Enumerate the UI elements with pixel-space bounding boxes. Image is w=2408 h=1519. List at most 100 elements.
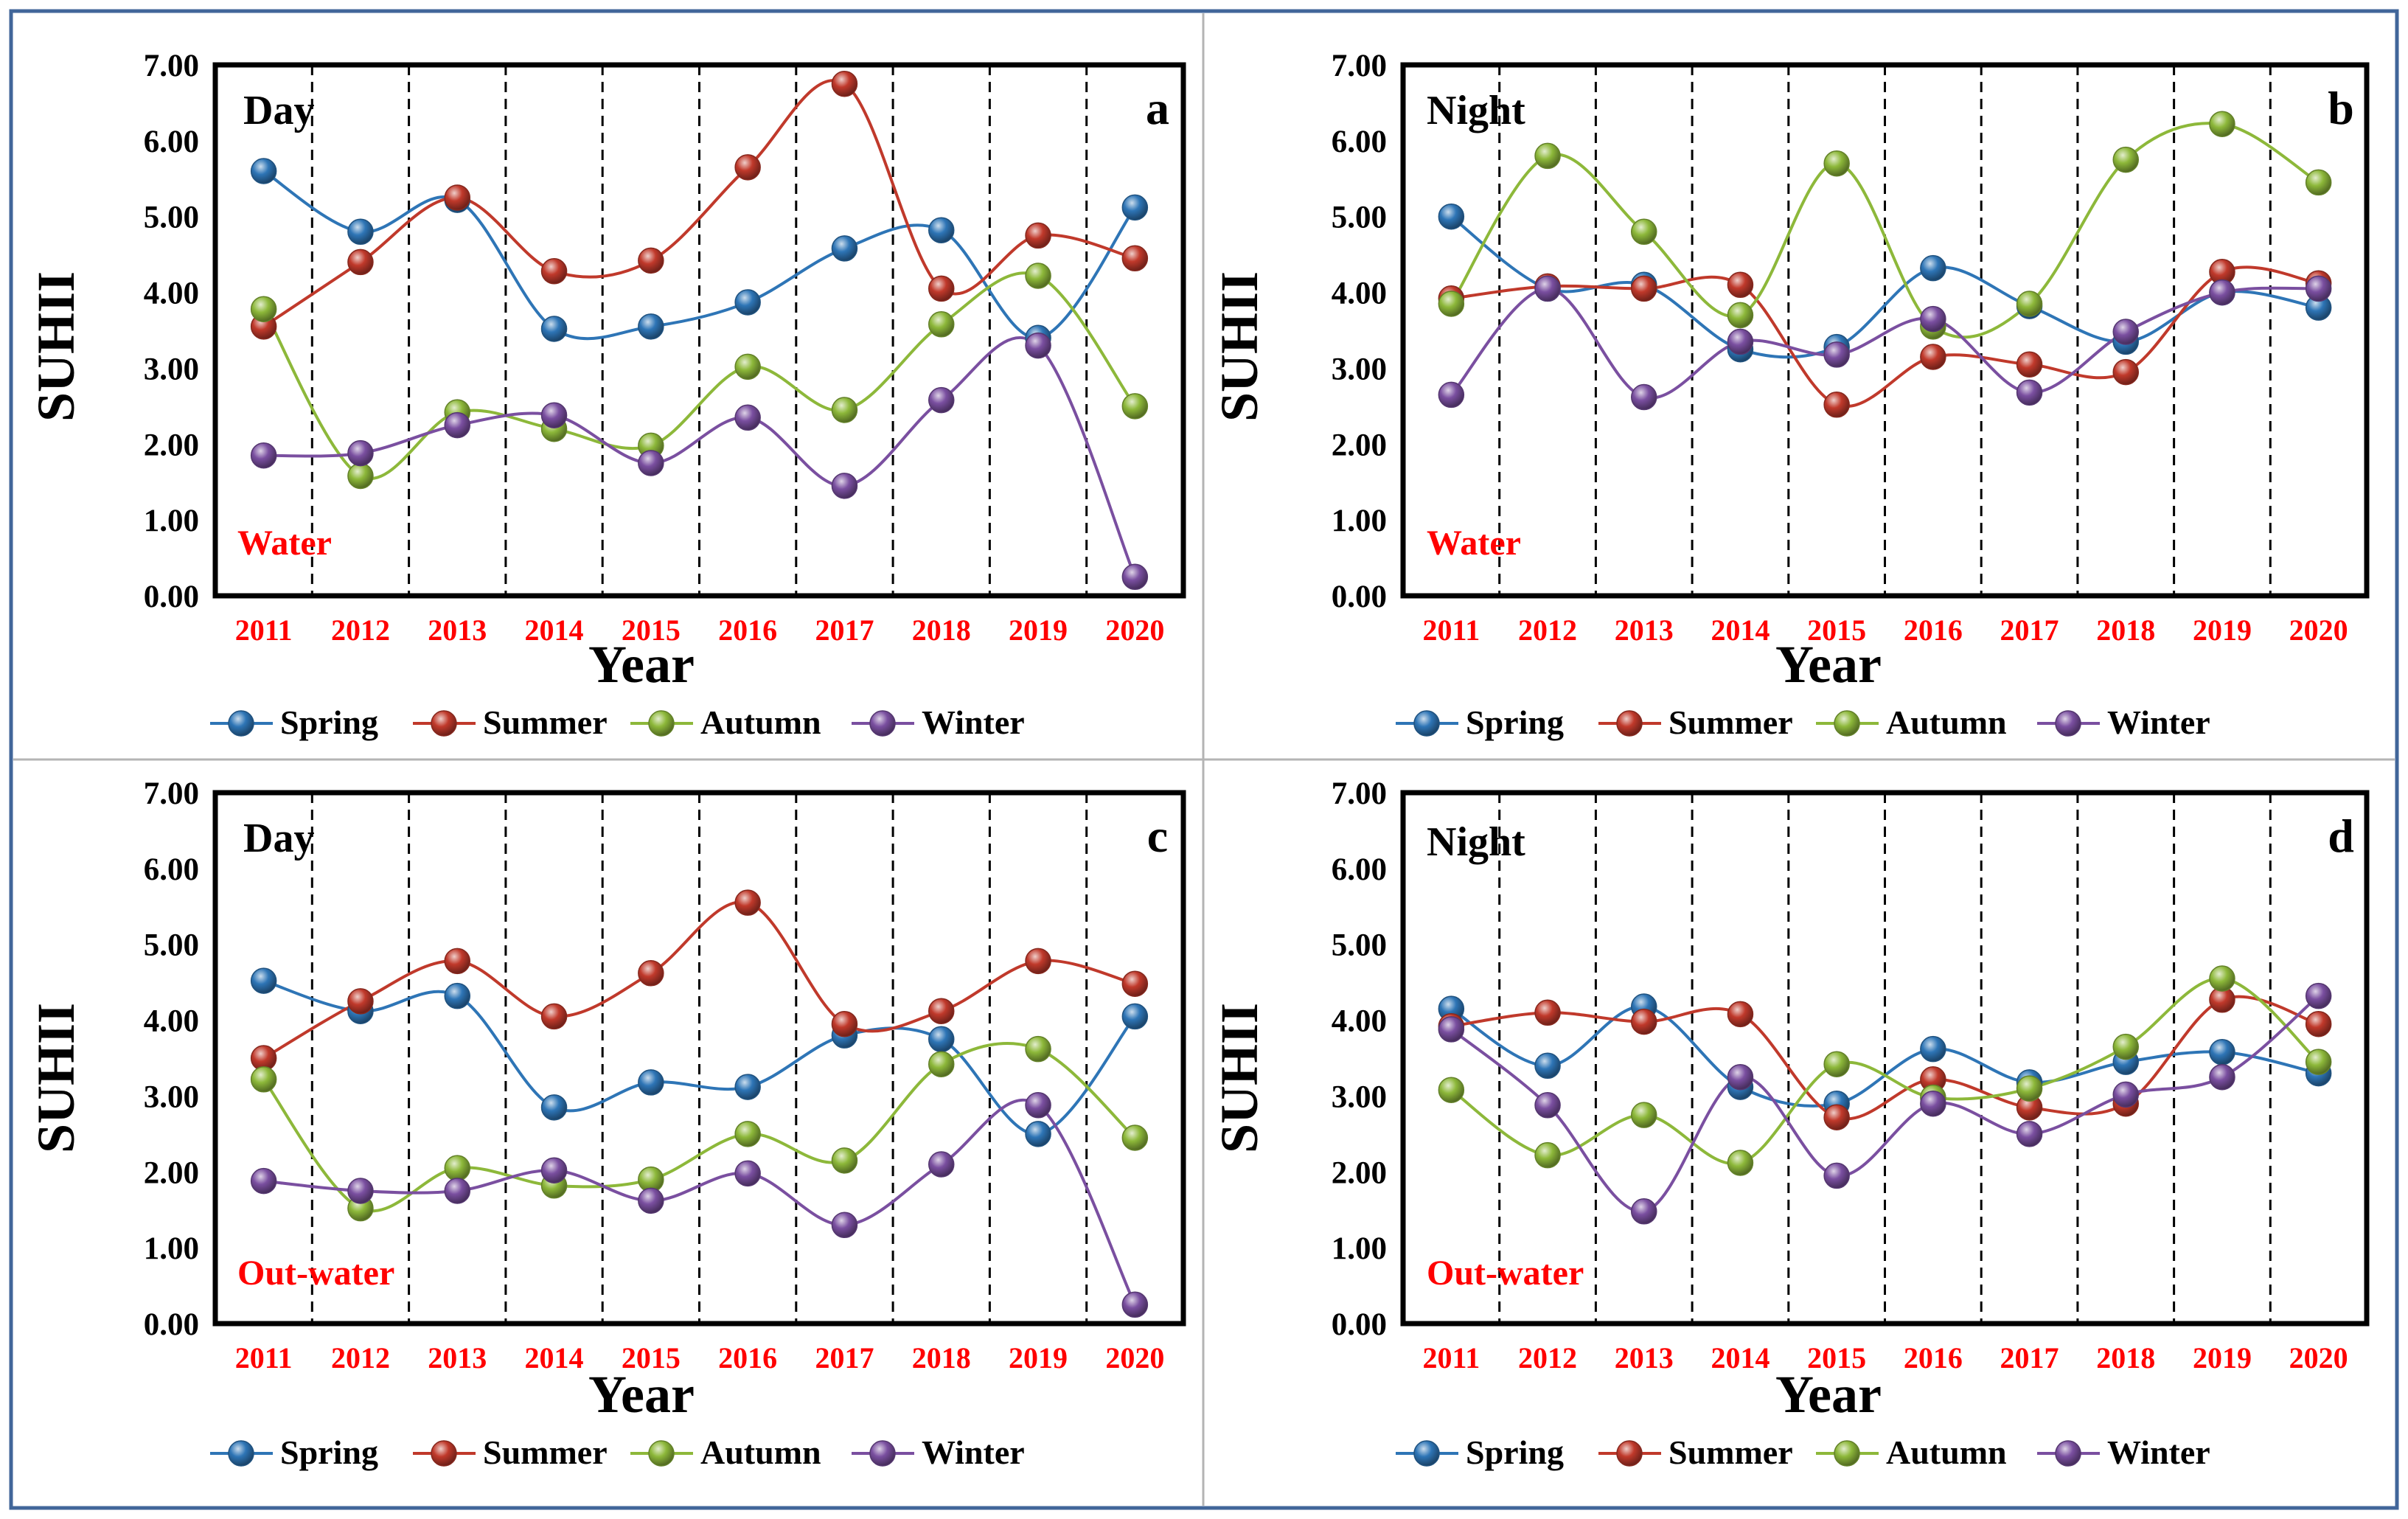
location-label: Water xyxy=(237,524,332,563)
data-point-summer xyxy=(2112,358,2139,386)
time-of-day-label: Night xyxy=(1427,88,1525,133)
series-line-winter xyxy=(1450,995,2320,1213)
legend-marker-autumn xyxy=(648,1440,675,1467)
data-point-winter xyxy=(2112,1081,2139,1108)
x-tick-label: 2012 xyxy=(331,1341,390,1374)
legend: Spring Summer Autumn Winter xyxy=(210,703,1025,741)
data-point-summer xyxy=(1025,948,1051,975)
legend-label-spring: Spring xyxy=(280,703,378,741)
y-tick-label: 5.00 xyxy=(144,201,199,235)
data-point-summer xyxy=(1631,1008,1657,1035)
data-point-autumn xyxy=(2305,169,2332,196)
data-point-autumn xyxy=(1823,1051,1850,1077)
data-point-autumn xyxy=(1121,393,1149,420)
x-tick-label: 2018 xyxy=(912,1341,971,1374)
legend-marker-winter xyxy=(869,1440,896,1467)
x-tick-label: 2018 xyxy=(912,613,971,647)
x-tick-label: 2017 xyxy=(2000,1341,2059,1374)
legend-label-autumn: Autumn xyxy=(1886,1433,2007,1471)
data-point-spring xyxy=(928,1026,955,1053)
y-tick-label: 4.00 xyxy=(1332,277,1387,311)
data-point-autumn xyxy=(250,1066,277,1093)
data-point-winter xyxy=(540,1157,568,1183)
data-point-winter xyxy=(1631,383,1657,411)
data-point-winter xyxy=(1727,328,1754,355)
y-tick-label: 7.00 xyxy=(1332,776,1387,811)
y-tick-label: 6.00 xyxy=(144,125,199,159)
data-point-winter xyxy=(1025,332,1051,359)
y-axis-title: SUHII xyxy=(27,1003,86,1153)
legend-marker-summer xyxy=(431,1440,457,1467)
data-point-winter xyxy=(2209,1063,2235,1091)
data-point-autumn xyxy=(2209,965,2235,992)
y-tick-label: 4.00 xyxy=(144,1004,199,1039)
data-point-winter xyxy=(2305,275,2332,302)
data-point-winter xyxy=(1727,1063,1754,1091)
data-point-autumn xyxy=(734,353,761,380)
data-point-spring xyxy=(734,289,761,316)
data-point-spring xyxy=(928,217,955,243)
series-line-autumn xyxy=(1450,122,2320,339)
series-line-spring xyxy=(263,979,1136,1136)
data-point-winter xyxy=(347,1178,374,1204)
x-tick-label: 2019 xyxy=(2193,1341,2252,1374)
data-point-spring xyxy=(540,1094,568,1121)
x-tick-label: 2013 xyxy=(428,1341,487,1374)
data-point-summer xyxy=(1823,392,1850,418)
panel-letter: d xyxy=(2328,810,2354,862)
data-point-winter xyxy=(1534,1092,1561,1119)
data-point-autumn xyxy=(347,462,374,490)
x-axis-title: Year xyxy=(1775,1365,1882,1424)
legend-marker-winter xyxy=(869,710,896,737)
y-tick-label: 5.00 xyxy=(1332,201,1387,235)
data-point-summer xyxy=(540,258,568,285)
data-point-autumn xyxy=(1121,1125,1149,1151)
data-point-autumn xyxy=(831,397,858,423)
y-axis-title: SUHII xyxy=(1210,271,1269,422)
data-point-winter xyxy=(2016,1121,2043,1147)
data-point-winter xyxy=(250,1167,277,1195)
data-point-spring xyxy=(444,982,470,1009)
data-point-summer xyxy=(1727,1001,1754,1028)
x-tick-label: 2013 xyxy=(1615,1341,1674,1374)
x-tick-label: 2012 xyxy=(331,613,390,647)
figure-frame xyxy=(9,9,2399,1510)
location-label: Out-water xyxy=(1427,1254,1584,1293)
data-point-winter xyxy=(1920,1090,1946,1117)
data-point-summer xyxy=(638,960,664,987)
data-point-summer xyxy=(928,998,955,1024)
y-tick-label: 0.00 xyxy=(1332,1307,1387,1342)
location-label: Out-water xyxy=(237,1254,394,1293)
y-tick-label: 3.00 xyxy=(144,1080,199,1114)
data-point-spring xyxy=(1025,1121,1051,1147)
y-tick-label: 7.00 xyxy=(144,49,199,83)
y-tick-label: 3.00 xyxy=(1332,352,1387,386)
data-point-spring xyxy=(250,158,277,184)
x-tick-label: 2016 xyxy=(718,613,777,647)
y-tick-label: 0.00 xyxy=(144,1307,199,1342)
x-tick-label: 2017 xyxy=(815,1341,874,1374)
data-point-spring xyxy=(831,235,858,262)
data-point-winter xyxy=(831,473,858,499)
x-tick-label: 2013 xyxy=(428,613,487,647)
data-point-spring xyxy=(734,1074,761,1100)
series-line-winter xyxy=(1450,286,2319,400)
y-tick-label: 5.00 xyxy=(144,928,199,963)
data-point-spring xyxy=(347,218,374,246)
data-point-winter xyxy=(638,1187,664,1214)
legend-marker-spring xyxy=(1413,710,1440,737)
data-point-autumn xyxy=(1438,1077,1465,1103)
y-tick-label: 4.00 xyxy=(144,277,199,311)
data-point-spring xyxy=(638,313,664,340)
legend-label-winter: Winter xyxy=(922,1433,1025,1471)
data-point-spring xyxy=(1534,1052,1561,1080)
x-tick-label: 2020 xyxy=(2289,1341,2348,1374)
data-point-autumn xyxy=(2209,111,2235,137)
y-tick-label: 1.00 xyxy=(1332,504,1387,538)
data-point-autumn xyxy=(1631,1102,1657,1128)
panel-a-chart: 0.00 1.00 2.00 3.00 4.00 5.00 6.00 7.00 2011 2012… xyxy=(27,49,1186,741)
y-tick-label: 7.00 xyxy=(1332,49,1387,83)
legend: Spring Summer Autumn Winter xyxy=(1396,1433,2210,1471)
data-point-summer xyxy=(1025,222,1051,249)
